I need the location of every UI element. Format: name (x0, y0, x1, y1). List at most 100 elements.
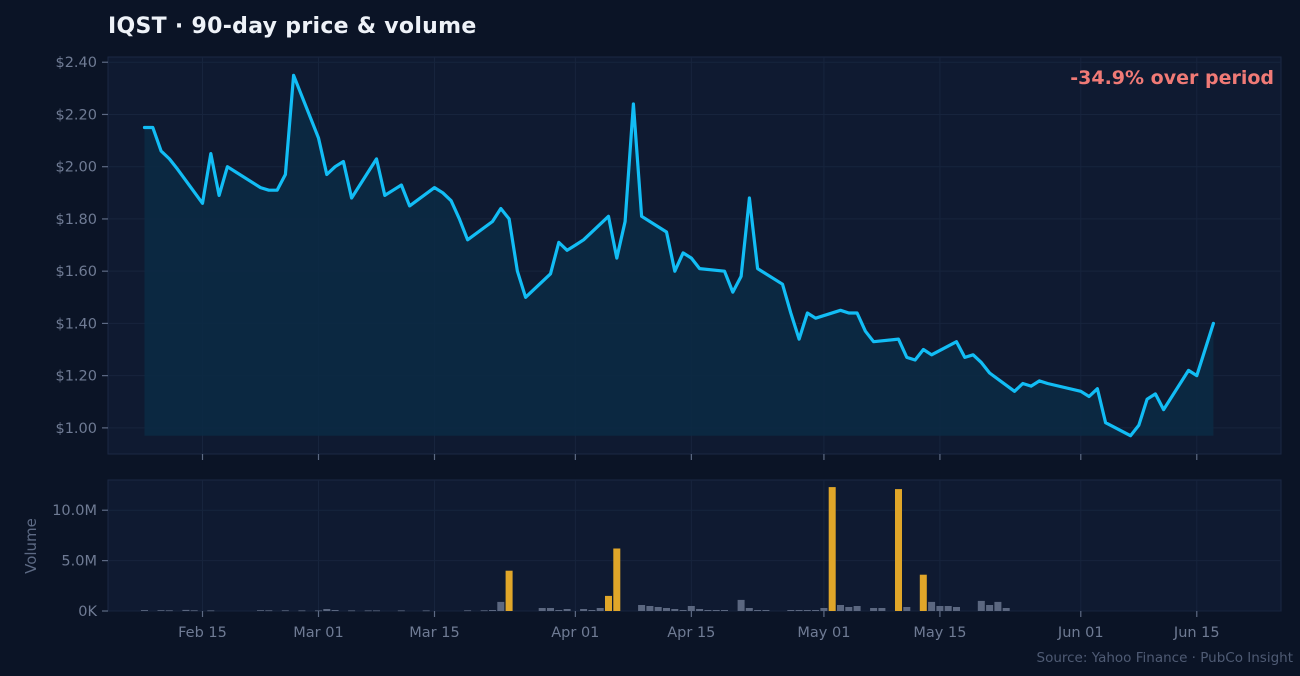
volume-bar (654, 607, 662, 611)
price-y-tick-label: $1.60 (55, 264, 97, 280)
volume-bar (547, 608, 554, 611)
volume-bar (596, 608, 604, 611)
volume-bar (397, 610, 405, 612)
x-tick-label: May 01 (797, 625, 850, 641)
volume-bar (646, 606, 654, 611)
x-tick-label: Apr 15 (667, 625, 715, 641)
x-tick-label: Jun 15 (1173, 625, 1220, 641)
volume-bar (903, 607, 911, 611)
volume-bars (141, 487, 1010, 612)
x-tick-label: Mar 01 (293, 625, 343, 641)
x-tick-label: Apr 01 (551, 625, 599, 641)
x-tick-label: Mar 15 (409, 625, 459, 641)
price-area-fill (144, 75, 1214, 436)
volume-y-tick-label: 10.0M (52, 503, 97, 519)
volume-bar (687, 606, 695, 611)
volume-bar (721, 610, 728, 611)
volume-bar (505, 570, 513, 611)
volume-bar (696, 609, 704, 611)
volume-bar (257, 610, 264, 611)
volume-bar (787, 610, 795, 611)
volume-bar (489, 610, 496, 611)
volume-bar (480, 610, 488, 612)
price-y-tick-label: $1.80 (55, 212, 97, 228)
price-y-tick-label: $2.40 (55, 55, 97, 71)
volume-bar (207, 610, 215, 612)
volume-bar (265, 610, 273, 612)
volume-bar (588, 610, 596, 611)
price-y-tick-label: $2.00 (55, 160, 97, 176)
price-y-tick-label: $1.20 (55, 369, 97, 385)
volume-bar (919, 574, 927, 611)
volume-bar (853, 606, 861, 611)
volume-bar (936, 606, 944, 611)
volume-bar (812, 610, 820, 611)
volume-bar (845, 607, 853, 611)
x-tick-label: May 15 (913, 625, 966, 641)
volume-bar (165, 610, 173, 612)
volume-panel (107, 479, 1282, 612)
period-change-annotation: -34.9% over period (1070, 67, 1274, 89)
volume-bar (663, 608, 670, 611)
volume-bar (977, 600, 985, 611)
source-credit: Source: Yahoo Finance · PubCo Insight (1037, 650, 1294, 666)
volume-bar (895, 489, 902, 611)
volume-bar (944, 606, 952, 611)
x-tick-label: Jun 01 (1057, 625, 1104, 641)
volume-y-axis: 0K 5.0M 10.0M (52, 503, 108, 620)
volume-bar (613, 548, 621, 611)
volume-bar (464, 610, 472, 612)
volume-bar (712, 610, 720, 611)
volume-bar (538, 608, 546, 611)
volume-bar (953, 607, 960, 611)
volume-bar (737, 599, 745, 611)
volume-bar (704, 610, 712, 611)
volume-bar (878, 608, 886, 611)
volume-bar (281, 610, 289, 612)
volume-bar (762, 610, 770, 611)
volume-bar (795, 610, 803, 611)
volume-bar (605, 595, 612, 611)
volume-bar (803, 610, 811, 611)
volume-bar (331, 610, 339, 611)
volume-bar (182, 609, 190, 611)
volume-bar (745, 608, 753, 611)
volume-bar (994, 601, 1002, 611)
price-y-tick-label: $1.40 (55, 316, 97, 332)
price-y-tick-label: $2.20 (55, 107, 97, 123)
chart-title: IQST · 90-day price & volume (108, 14, 477, 39)
volume-bar (141, 610, 148, 611)
volume-bar (870, 608, 878, 611)
x-axis: Feb 15 Mar 01 Mar 15 Apr 01 Apr 15 May 01 May … (178, 454, 1220, 641)
volume-bar (298, 610, 306, 612)
volume-bar (828, 487, 836, 611)
volume-bar (364, 610, 372, 612)
volume-bar (348, 610, 356, 612)
volume-bar (373, 610, 380, 612)
price-y-tick-label: $1.00 (55, 421, 97, 437)
volume-bar (497, 601, 505, 611)
volume-bar (157, 610, 165, 611)
volume-bar (671, 609, 679, 611)
volume-bar (820, 608, 828, 611)
volume-axis-label: Volume (22, 518, 40, 574)
volume-bar (679, 610, 687, 611)
price-line (142, 73, 1215, 438)
volume-bar (323, 609, 331, 611)
volume-bar (1002, 608, 1010, 611)
volume-bar (563, 609, 571, 611)
volume-bar (638, 605, 646, 611)
volume-bar (837, 605, 844, 611)
volume-bar (315, 610, 322, 612)
volume-bar (190, 610, 198, 612)
x-tick-label: Feb 15 (178, 625, 227, 641)
volume-bar (754, 610, 762, 611)
price-y-axis: $1.00 $1.20 $1.40 $1.60 $1.80 $2.00 $2.20 $2.40 (55, 55, 108, 437)
volume-y-tick-label: 5.0M (61, 554, 97, 570)
volume-bar (580, 609, 588, 611)
volume-bar (422, 610, 430, 612)
volume-bar (928, 601, 936, 611)
volume-bar (555, 610, 563, 611)
volume-y-tick-label: 0K (78, 604, 97, 620)
